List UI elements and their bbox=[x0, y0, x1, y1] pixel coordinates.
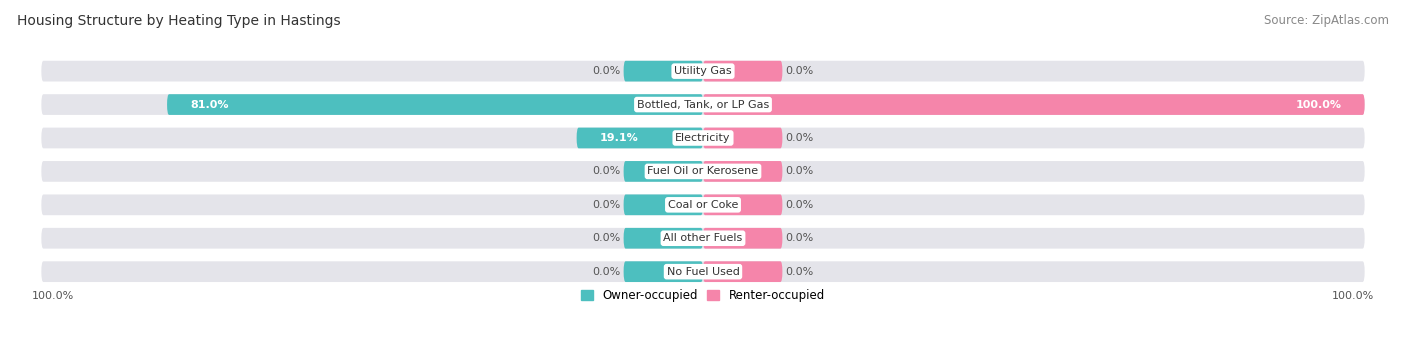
FancyBboxPatch shape bbox=[576, 128, 703, 148]
Text: All other Fuels: All other Fuels bbox=[664, 233, 742, 243]
FancyBboxPatch shape bbox=[41, 128, 1365, 148]
Text: 0.0%: 0.0% bbox=[786, 133, 814, 143]
FancyBboxPatch shape bbox=[624, 161, 703, 182]
FancyBboxPatch shape bbox=[624, 194, 703, 215]
Text: 0.0%: 0.0% bbox=[592, 66, 620, 76]
FancyBboxPatch shape bbox=[167, 94, 703, 115]
Text: 0.0%: 0.0% bbox=[786, 166, 814, 176]
FancyBboxPatch shape bbox=[41, 261, 1365, 282]
Text: Coal or Coke: Coal or Coke bbox=[668, 200, 738, 210]
FancyBboxPatch shape bbox=[41, 161, 1365, 182]
Text: 0.0%: 0.0% bbox=[592, 200, 620, 210]
FancyBboxPatch shape bbox=[41, 194, 1365, 215]
Text: 100.0%: 100.0% bbox=[1295, 100, 1341, 109]
Text: 19.1%: 19.1% bbox=[600, 133, 638, 143]
Text: 0.0%: 0.0% bbox=[786, 233, 814, 243]
Text: 81.0%: 81.0% bbox=[190, 100, 229, 109]
Text: 0.0%: 0.0% bbox=[786, 267, 814, 277]
Text: Fuel Oil or Kerosene: Fuel Oil or Kerosene bbox=[647, 166, 759, 176]
Text: 100.0%: 100.0% bbox=[1333, 291, 1375, 301]
Text: Source: ZipAtlas.com: Source: ZipAtlas.com bbox=[1264, 14, 1389, 27]
Text: 0.0%: 0.0% bbox=[592, 233, 620, 243]
FancyBboxPatch shape bbox=[41, 228, 1365, 249]
FancyBboxPatch shape bbox=[624, 228, 703, 249]
Text: 100.0%: 100.0% bbox=[31, 291, 73, 301]
FancyBboxPatch shape bbox=[703, 61, 782, 81]
FancyBboxPatch shape bbox=[703, 94, 1365, 115]
FancyBboxPatch shape bbox=[703, 161, 782, 182]
FancyBboxPatch shape bbox=[703, 194, 782, 215]
FancyBboxPatch shape bbox=[703, 261, 782, 282]
FancyBboxPatch shape bbox=[703, 128, 782, 148]
Text: 0.0%: 0.0% bbox=[592, 166, 620, 176]
FancyBboxPatch shape bbox=[703, 228, 782, 249]
Legend: Owner-occupied, Renter-occupied: Owner-occupied, Renter-occupied bbox=[576, 284, 830, 307]
FancyBboxPatch shape bbox=[624, 261, 703, 282]
Text: Housing Structure by Heating Type in Hastings: Housing Structure by Heating Type in Has… bbox=[17, 14, 340, 28]
Text: 0.0%: 0.0% bbox=[786, 200, 814, 210]
FancyBboxPatch shape bbox=[41, 94, 1365, 115]
Text: No Fuel Used: No Fuel Used bbox=[666, 267, 740, 277]
Text: Utility Gas: Utility Gas bbox=[675, 66, 731, 76]
FancyBboxPatch shape bbox=[624, 61, 703, 81]
Text: Electricity: Electricity bbox=[675, 133, 731, 143]
Text: Bottled, Tank, or LP Gas: Bottled, Tank, or LP Gas bbox=[637, 100, 769, 109]
FancyBboxPatch shape bbox=[41, 61, 1365, 81]
Text: 0.0%: 0.0% bbox=[592, 267, 620, 277]
Text: 0.0%: 0.0% bbox=[786, 66, 814, 76]
